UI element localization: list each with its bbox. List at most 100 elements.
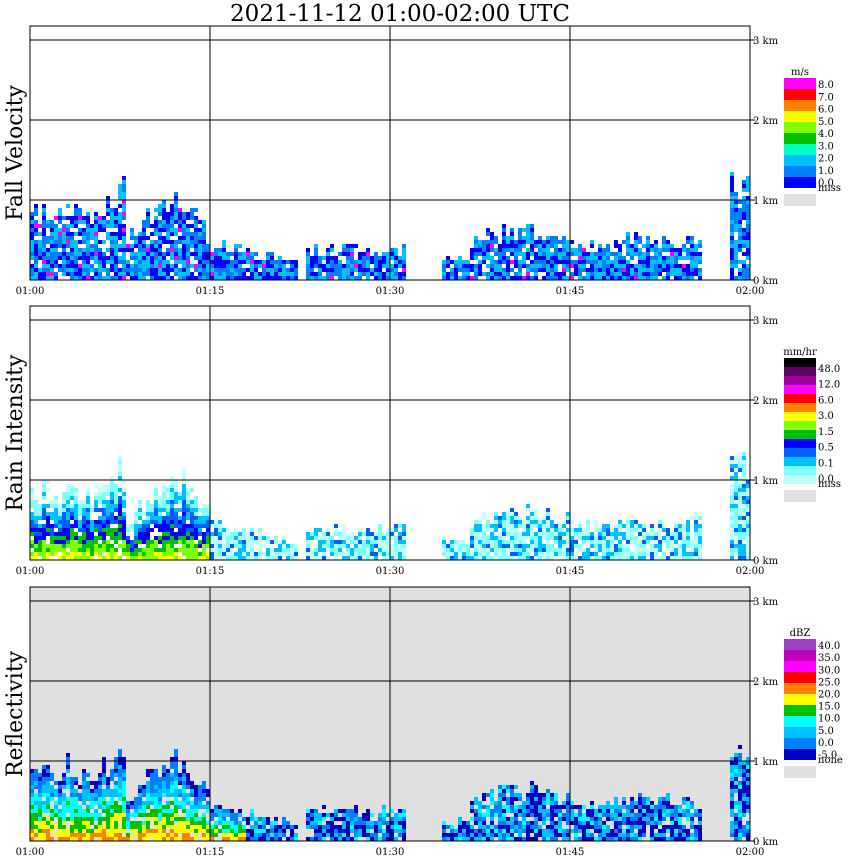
data-cell	[498, 244, 502, 248]
data-cell	[598, 272, 602, 276]
data-cell	[150, 817, 154, 821]
data-cell	[694, 248, 698, 252]
data-cell	[66, 785, 70, 789]
data-cell	[154, 773, 158, 777]
data-cell	[198, 524, 202, 528]
data-cell	[186, 548, 190, 552]
data-cell	[122, 520, 126, 524]
data-cell	[282, 544, 286, 548]
data-cell	[522, 825, 526, 829]
data-cell	[58, 797, 62, 801]
data-cell	[162, 765, 166, 769]
data-cell	[262, 833, 266, 837]
data-cell	[138, 508, 142, 512]
data-cell	[554, 829, 558, 833]
data-cell	[262, 264, 266, 268]
data-cell	[626, 837, 630, 841]
data-cell	[122, 196, 126, 200]
data-cell	[126, 260, 130, 264]
data-cell	[82, 516, 86, 520]
data-cell	[490, 272, 494, 276]
data-cell	[614, 825, 618, 829]
data-cell	[154, 520, 158, 524]
data-cell	[46, 789, 50, 793]
data-cell	[390, 833, 394, 837]
data-cell	[134, 540, 138, 544]
data-cell	[110, 777, 114, 781]
data-cell	[602, 805, 606, 809]
data-cell	[110, 528, 114, 532]
data-cell	[634, 821, 638, 825]
legend-swatch	[784, 144, 816, 155]
data-cell	[130, 805, 134, 809]
data-cell	[330, 544, 334, 548]
data-cell	[154, 508, 158, 512]
data-cell	[734, 480, 738, 484]
data-cell	[738, 232, 742, 236]
data-cell	[514, 248, 518, 252]
data-cell	[746, 556, 750, 560]
data-cell	[190, 821, 194, 825]
data-cell	[66, 753, 70, 757]
data-cell	[230, 268, 234, 272]
data-cell	[494, 829, 498, 833]
data-cell	[326, 813, 330, 817]
data-cell	[450, 833, 454, 837]
data-cell	[174, 256, 178, 260]
data-cell	[50, 837, 54, 841]
data-cell	[238, 829, 242, 833]
data-cell	[658, 528, 662, 532]
data-cell	[634, 833, 638, 837]
data-cell	[78, 212, 82, 216]
data-cell	[742, 512, 746, 516]
data-cell	[522, 809, 526, 813]
data-cell	[194, 809, 198, 813]
data-cell	[470, 256, 474, 260]
data-cell	[206, 540, 210, 544]
data-cell	[82, 540, 86, 544]
data-cell	[134, 552, 138, 556]
data-cell	[502, 268, 506, 272]
data-cell	[138, 536, 142, 540]
data-cell	[162, 548, 166, 552]
data-cell	[162, 829, 166, 833]
data-cell	[166, 264, 170, 268]
data-cell	[550, 813, 554, 817]
data-cell	[154, 524, 158, 528]
data-cell	[74, 833, 78, 837]
data-cell	[378, 260, 382, 264]
data-cell	[190, 793, 194, 797]
data-cell	[50, 544, 54, 548]
data-cell	[66, 540, 70, 544]
data-cell	[606, 532, 610, 536]
data-cell	[214, 252, 218, 256]
data-cell	[138, 548, 142, 552]
data-cell	[638, 821, 642, 825]
data-cell	[554, 272, 558, 276]
data-cell	[618, 276, 622, 280]
data-cell	[170, 837, 174, 841]
data-cell	[366, 556, 370, 560]
data-cell	[526, 829, 530, 833]
data-cell	[482, 240, 486, 244]
data-cell	[646, 532, 650, 536]
data-cell	[86, 488, 90, 492]
data-cell	[106, 793, 110, 797]
y-axis-label: Fall Velocity	[3, 85, 28, 221]
data-cell	[30, 512, 34, 516]
data-cell	[106, 512, 110, 516]
data-cell	[370, 272, 374, 276]
data-cell	[262, 544, 266, 548]
data-cell	[238, 532, 242, 536]
data-cell	[506, 244, 510, 248]
data-cell	[622, 548, 626, 552]
data-cell	[538, 532, 542, 536]
data-cell	[78, 248, 82, 252]
data-cell	[638, 264, 642, 268]
data-cell	[670, 252, 674, 256]
data-cell	[154, 769, 158, 773]
data-cell	[210, 252, 214, 256]
data-cell	[590, 256, 594, 260]
data-cell	[46, 524, 50, 528]
data-cell	[562, 805, 566, 809]
